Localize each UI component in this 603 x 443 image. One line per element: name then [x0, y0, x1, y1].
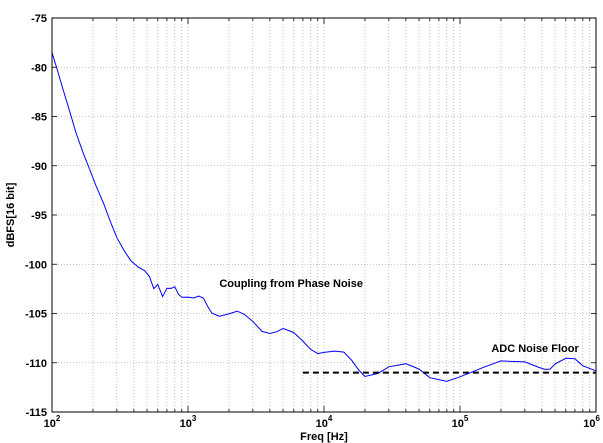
grid-lines	[52, 18, 596, 412]
y-tick-label: -110	[26, 358, 47, 370]
y-axis-label: dBFS[16 bit]	[5, 182, 17, 247]
annotation-adc-noise-floor: ADC Noise Floor	[491, 343, 579, 355]
x-tick-label: 105	[452, 414, 469, 430]
x-tick-exponent: 5	[464, 414, 469, 423]
y-tick-label: -90	[31, 161, 47, 173]
x-tick-label: 104	[316, 414, 333, 430]
y-tick-label: -105	[25, 309, 47, 321]
x-tick-exponent: 4	[328, 414, 333, 423]
y-tick-label: -75	[31, 13, 47, 25]
annotation-phase-noise: Coupling from Phase Noise	[219, 278, 363, 290]
x-tick-exponent: 2	[56, 414, 61, 423]
y-tick-label: -85	[31, 112, 47, 124]
measured-spectrum-line	[51, 52, 597, 382]
y-tick-label: -80	[31, 62, 47, 74]
x-tick-exponent: 6	[596, 414, 601, 423]
y-tick-label: -95	[31, 210, 47, 222]
y-tick-label: -100	[25, 259, 47, 271]
x-tick-label: 103	[180, 414, 197, 430]
x-tick-exponent: 3	[192, 414, 197, 423]
x-tick-label: 106	[583, 414, 600, 430]
series-layer	[51, 52, 597, 382]
tick-marks	[52, 17, 596, 413]
y-tick-label: -115	[26, 407, 47, 419]
x-tick-labels: 102 103 104 105 106	[44, 414, 601, 430]
x-axis-label: Freq [Hz]	[300, 431, 348, 443]
y-tick-labels: -75 -80 -85 -90 -95 -100 -105 -110 -115	[25, 13, 47, 419]
